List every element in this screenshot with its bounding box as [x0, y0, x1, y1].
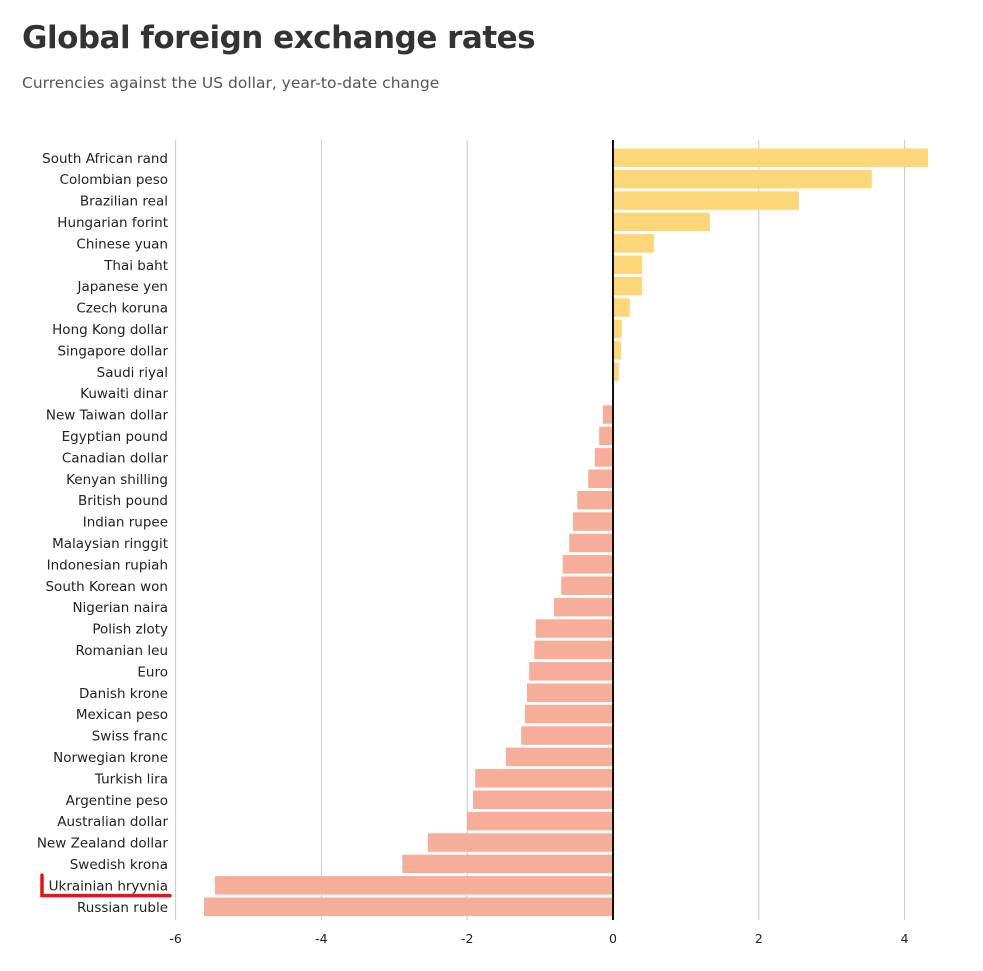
category-label: Indonesian rupiah — [47, 557, 168, 573]
category-label: Kuwaiti dinar — [80, 386, 168, 402]
category-label: Danish krone — [79, 686, 168, 702]
x-tick-label: 0 — [609, 931, 617, 946]
bar — [427, 833, 613, 852]
highlight-underline — [40, 873, 172, 898]
category-label: Hong Kong dollar — [52, 322, 168, 338]
bar — [613, 191, 799, 210]
bar — [577, 490, 613, 510]
category-label: Kenyan shilling — [66, 472, 168, 488]
category-label: Mexican peso — [76, 707, 168, 723]
category-label: Canadian dollar — [62, 450, 169, 466]
bar — [473, 790, 613, 809]
bar — [613, 212, 710, 232]
category-label: Saudi riyal — [97, 365, 168, 381]
category-label: Indian rupee — [83, 515, 168, 531]
category-label: South African rand — [42, 151, 168, 167]
category-label: Turkish lira — [94, 771, 168, 787]
bar — [505, 747, 613, 767]
category-label: New Taiwan dollar — [46, 408, 169, 424]
bar — [204, 897, 613, 916]
x-tick-label: 4 — [901, 931, 909, 946]
bar — [569, 533, 613, 553]
category-label: Thai baht — [103, 258, 168, 274]
category-label: Singapore dollar — [57, 343, 168, 359]
category-label: Swiss franc — [92, 729, 168, 745]
category-label: Ukrainian hryvnia — [49, 878, 168, 894]
bar — [588, 469, 613, 488]
x-tick-label: -6 — [169, 931, 182, 946]
category-label: Argentine peso — [66, 793, 168, 809]
bar — [553, 597, 613, 617]
category-label: British pound — [78, 493, 168, 509]
category-label: Malaysian ringgit — [52, 536, 168, 552]
bar — [602, 405, 613, 424]
bar — [613, 276, 643, 296]
category-label: New Zealand dollar — [37, 836, 169, 852]
bar — [521, 726, 613, 745]
bar — [572, 512, 613, 531]
bar — [524, 704, 613, 724]
bar — [475, 769, 613, 788]
bar — [613, 341, 622, 360]
bar — [402, 854, 613, 874]
bar — [613, 234, 654, 253]
bar — [613, 298, 630, 317]
bar — [561, 576, 613, 595]
x-tick-label: 2 — [755, 931, 763, 946]
bar — [214, 876, 613, 895]
category-label: Czech koruna — [76, 301, 168, 317]
category-label: Norwegian krone — [53, 750, 168, 766]
bar — [467, 811, 613, 831]
bar — [526, 683, 613, 702]
category-label: Euro — [137, 664, 168, 680]
bar — [613, 319, 622, 339]
category-label: Brazilian real — [80, 194, 168, 210]
category-label: Russian ruble — [77, 900, 168, 916]
category-label: Nigerian naira — [72, 600, 168, 616]
category-label: Japanese yen — [77, 279, 168, 295]
bar — [613, 255, 643, 274]
chart-subtitle: Currencies against the US dollar, year-t… — [22, 74, 440, 92]
bar — [534, 640, 613, 660]
bar — [613, 362, 619, 381]
category-label: Chinese yuan — [76, 236, 168, 252]
category-label: Hungarian forint — [57, 215, 168, 231]
bar — [529, 662, 613, 681]
category-label: South Korean won — [45, 579, 168, 595]
category-label: Swedish krona — [70, 857, 168, 873]
category-label: Egyptian pound — [62, 429, 168, 445]
bar — [594, 448, 613, 467]
bar — [613, 169, 872, 189]
category-label: Australian dollar — [57, 814, 168, 830]
bar — [599, 426, 613, 446]
chart-title: Global foreign exchange rates — [22, 20, 536, 56]
x-tick-label: -2 — [461, 931, 473, 946]
bar — [613, 148, 928, 167]
bar — [562, 555, 613, 574]
category-label: Polish zloty — [92, 622, 168, 638]
category-label: Colombian peso — [60, 172, 168, 188]
x-tick-label: -4 — [315, 931, 328, 946]
category-label: Romanian leu — [76, 643, 169, 659]
bar — [535, 619, 613, 638]
